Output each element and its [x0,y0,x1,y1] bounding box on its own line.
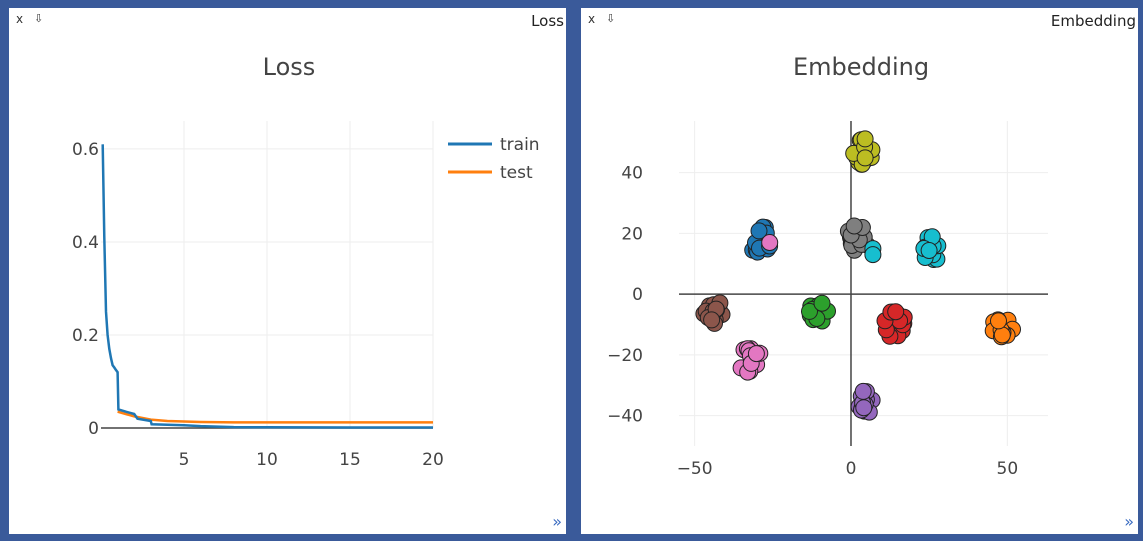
scatter-point [854,382,872,400]
y-tick-label: 0 [632,285,643,305]
embedding-chart: Embedding −50 0 50 40 20 0 −20 −40 [607,53,1048,479]
pane-title: Loss [531,12,564,30]
loss-pane: x ⇩ Loss Loss 5 10 15 20 0 0.2 0.4 0.6 train te… [9,8,566,534]
scatter-point [993,326,1011,344]
scatter-point [920,242,938,259]
scatter-point [845,217,863,235]
y-tick-label: 0.6 [72,140,99,160]
chart-title: Embedding [793,53,929,81]
legend: train test [448,135,540,183]
x-tick-label: 10 [256,450,278,470]
x-tick-label: 15 [339,450,361,470]
legend-test-label: test [500,163,533,183]
loss-chart: Loss 5 10 15 20 0 0.2 0.4 0.6 train test [72,53,540,470]
legend-train-label: train [500,135,540,155]
y-tick-label: 40 [621,164,643,184]
scatter-point [703,311,721,329]
scatter-point [856,149,874,167]
scatter-point [761,234,779,251]
scatter-point [864,246,882,264]
scatter-point [750,222,768,240]
resize-handle[interactable]: » [552,512,562,531]
x-tick-label: 5 [179,450,190,470]
chart-title: Loss [263,53,316,81]
y-tick-label: 0 [88,419,99,439]
minimize-icon[interactable]: ⇩ [34,12,44,25]
scatter-point [887,303,905,321]
resize-handle[interactable]: » [1124,512,1134,531]
y-tick-label: −20 [607,346,643,366]
y-tick-label: 20 [621,224,643,244]
x-tick-label: −50 [677,459,713,479]
scatter-point [747,345,765,363]
series-line-train [101,144,433,429]
y-tick-label: −40 [607,407,643,427]
scatter-point [813,294,831,312]
minimize-icon[interactable]: ⇩ [606,12,616,25]
scatter-point [990,312,1007,330]
pane-title: Embedding [1050,12,1136,30]
close-icon[interactable]: x [16,12,24,26]
embedding-pane: x ⇩ Embedding Embedding −50 0 50 40 20 0 −20 −4… [581,8,1138,534]
series-line-test [117,410,433,424]
x-tick-label: 0 [846,459,857,479]
x-tick-label: 20 [422,450,444,470]
y-tick-label: 0.4 [72,233,99,253]
y-tick-label: 0.2 [72,326,99,346]
scatter-point [801,302,818,320]
close-icon[interactable]: x [588,12,596,26]
scatter-point [856,130,874,148]
scatter-point [855,399,873,417]
x-tick-label: 50 [997,459,1019,479]
